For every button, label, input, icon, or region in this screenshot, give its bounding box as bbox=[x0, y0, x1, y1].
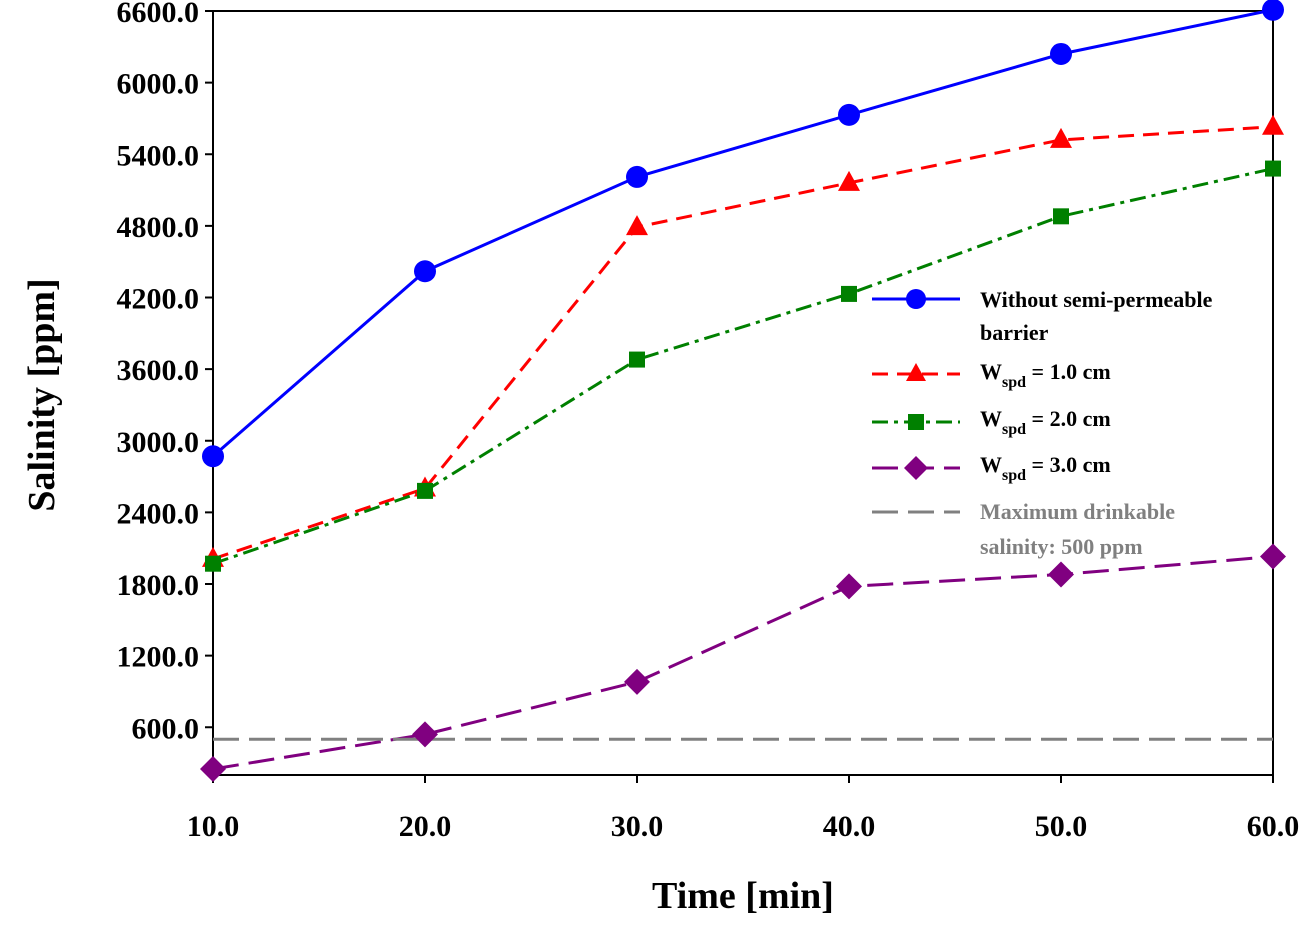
legend-label-series-2: Wspd = 2.0 cm bbox=[980, 406, 1111, 438]
y-tick-label: 6000.0 bbox=[117, 68, 200, 101]
y-tick-label: 600.0 bbox=[132, 712, 200, 745]
y-tick-label: 2400.0 bbox=[117, 497, 200, 530]
legend-marker-series-0 bbox=[906, 289, 926, 309]
legend-series-3-value: = 3.0 cm bbox=[1026, 452, 1111, 477]
y-tick-label: 3000.0 bbox=[117, 426, 200, 459]
data-point-series-3-3 bbox=[836, 573, 862, 600]
data-point-series-1-4 bbox=[1050, 127, 1072, 148]
y-tick-label: 1200.0 bbox=[117, 641, 200, 674]
x-tick-label: 20.0 bbox=[399, 810, 452, 843]
data-point-series-3-1 bbox=[412, 721, 438, 748]
legend-label-series-0-line2: barrier bbox=[980, 320, 1049, 345]
series-line-0 bbox=[212, 8, 1274, 458]
data-point-series-1-3 bbox=[838, 170, 860, 191]
y-axis-title: Salinity [ppm] bbox=[21, 278, 63, 511]
data-point-series-0-3 bbox=[838, 103, 860, 126]
x-tick-label: 40.0 bbox=[823, 810, 876, 843]
plot-frame bbox=[212, 10, 1274, 776]
y-tick-label: 1800.0 bbox=[117, 569, 200, 602]
data-point-series-3-0 bbox=[200, 756, 226, 783]
y-tick-label: 5400.0 bbox=[117, 139, 200, 172]
legend-w-prefix: W bbox=[980, 359, 1002, 384]
x-axis-ticks: 10.0 20.0 30.0 40.0 50.0 60.0 bbox=[187, 775, 1300, 843]
data-point-series-3-4 bbox=[1048, 561, 1074, 588]
series-markers bbox=[200, 0, 1286, 783]
series-line-1 bbox=[212, 125, 1274, 561]
legend-label-series-4-line1: Maximum drinkable bbox=[980, 499, 1175, 524]
y-tick-label: 6600.0 bbox=[117, 0, 200, 29]
legend-w-subscript: spd bbox=[1002, 421, 1026, 438]
x-tick-label: 60.0 bbox=[1247, 810, 1300, 843]
legend-w-subscript: spd bbox=[1002, 374, 1026, 391]
data-point-series-2-0 bbox=[205, 555, 221, 572]
legend: Without semi-permeable barrier Wspd = 1.… bbox=[872, 287, 1213, 559]
legend-series-2-value: = 2.0 cm bbox=[1026, 406, 1111, 431]
data-point-series-2-3 bbox=[841, 285, 857, 302]
data-point-series-2-2 bbox=[629, 351, 645, 368]
data-point-series-2-1 bbox=[417, 482, 433, 499]
legend-w-subscript: spd bbox=[1002, 467, 1026, 484]
series-line-2 bbox=[212, 167, 1274, 566]
data-point-series-1-5 bbox=[1262, 114, 1284, 135]
legend-w-prefix: W bbox=[980, 406, 1002, 431]
y-tick-label: 3600.0 bbox=[117, 354, 200, 387]
series-lines bbox=[212, 8, 1274, 771]
legend-label-series-3: Wspd = 3.0 cm bbox=[980, 452, 1111, 484]
series-line-3 bbox=[212, 555, 1274, 771]
legend-marker-series-2 bbox=[908, 414, 924, 430]
data-point-series-3-2 bbox=[624, 668, 650, 695]
legend-w-prefix: W bbox=[980, 452, 1002, 477]
data-point-series-0-2 bbox=[626, 165, 648, 188]
legend-marker-series-1 bbox=[906, 363, 926, 381]
data-point-series-2-5 bbox=[1265, 160, 1281, 177]
data-point-series-0-5 bbox=[1262, 0, 1284, 21]
legend-label-series-0-line1: Without semi-permeable bbox=[980, 287, 1213, 312]
legend-series-1-value: = 1.0 cm bbox=[1026, 359, 1111, 384]
y-axis-ticks: 600.0 1200.0 1800.0 2400.0 3000.0 3600.0 4200.… bbox=[117, 0, 213, 745]
data-point-series-0-1 bbox=[414, 260, 436, 283]
legend-label-series-4-line2: salinity: 500 ppm bbox=[980, 534, 1143, 559]
y-tick-label: 4800.0 bbox=[117, 211, 200, 244]
data-point-series-1-2 bbox=[626, 215, 648, 236]
data-point-series-3-5 bbox=[1260, 543, 1286, 570]
data-point-series-0-0 bbox=[202, 445, 224, 468]
x-tick-label: 30.0 bbox=[611, 810, 664, 843]
data-point-series-2-4 bbox=[1053, 208, 1069, 225]
x-tick-label: 50.0 bbox=[1035, 810, 1088, 843]
x-axis-title: Time [min] bbox=[652, 875, 834, 917]
data-point-series-0-4 bbox=[1050, 42, 1072, 65]
y-tick-label: 4200.0 bbox=[117, 283, 200, 316]
legend-label-series-1: Wspd = 1.0 cm bbox=[980, 359, 1111, 391]
legend-marker-series-3 bbox=[904, 456, 928, 480]
x-tick-label: 10.0 bbox=[187, 810, 240, 843]
